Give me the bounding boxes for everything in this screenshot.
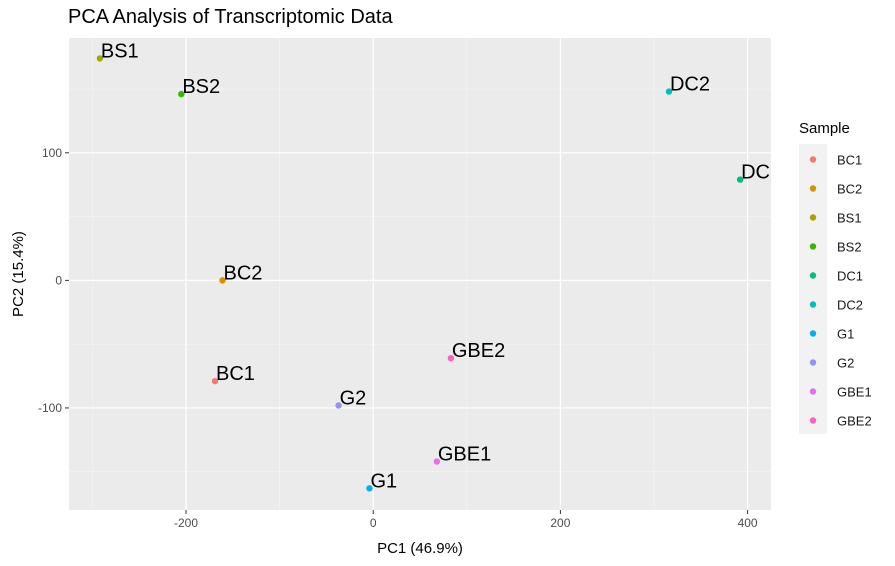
x-tick-label: 0 [370,516,377,530]
data-point-bs2 [178,90,185,98]
y-axis-title: PC2 (15.4%) [10,231,27,317]
legend-key-bc2 [809,185,817,192]
legend-label-dc1: DC1 [837,269,863,284]
x-tick-label: 400 [738,516,758,530]
point-label-bs1: BS1 [101,40,139,62]
legend-label-bc1: BC1 [837,153,862,168]
data-point-bc1 [211,377,219,385]
data-point-gbe1 [433,458,441,465]
legend-label-dc2: DC2 [837,298,863,313]
legend-label-gbe2: GBE2 [837,414,872,429]
legend-label-g2: G2 [837,356,854,371]
point-label-g1: G1 [370,470,397,492]
data-point-bc2 [219,277,226,284]
y-tick-label: 0 [55,273,62,287]
legend-label-g1: G1 [837,327,854,342]
legend-key-dc2 [809,301,817,308]
legend-label-bs1: BS1 [837,211,862,226]
legend-label-bs2: BS2 [837,240,862,255]
data-point-g1 [366,485,373,492]
point-label-dc1: DC [741,162,770,184]
legend-label-bc2: BC2 [837,182,862,197]
x-tick-label: 200 [550,516,570,530]
legend-key-bs1 [809,214,817,221]
data-point-g2 [335,402,342,409]
y-tick-label: 100 [42,146,62,160]
data-point-gbe2 [447,354,455,362]
data-point-dc2 [665,88,673,95]
legend-key-bc1 [809,156,817,163]
chart-title: PCA Analysis of Transcriptomic Data [68,6,393,28]
point-label-gbe1: GBE1 [438,444,491,466]
legend-key-g2 [809,359,817,366]
point-label-bc1: BC1 [216,363,255,385]
legend-key-dc1 [809,272,817,279]
data-point-dc1 [736,176,744,183]
point-label-g2: G2 [340,387,367,409]
legend-title: Sample [799,120,850,137]
legend-key-bs2 [809,243,817,250]
legend-key-background [799,144,827,434]
plot-panel [69,38,771,510]
legend-label-gbe1: GBE1 [837,385,872,400]
point-label-bs2: BS2 [182,76,220,98]
y-tick-label: -100 [38,401,62,415]
x-tick-label: -200 [174,516,198,530]
legend-key-gbe1 [809,388,817,395]
x-axis-title: PC1 (46.9%) [377,540,463,557]
data-point-bs1 [96,55,104,62]
legend-key-g1 [809,330,817,337]
point-label-dc2: DC2 [670,74,710,96]
point-label-gbe2: GBE2 [452,340,505,362]
legend-key-gbe2 [809,417,817,424]
point-label-bc2: BC2 [224,262,263,284]
